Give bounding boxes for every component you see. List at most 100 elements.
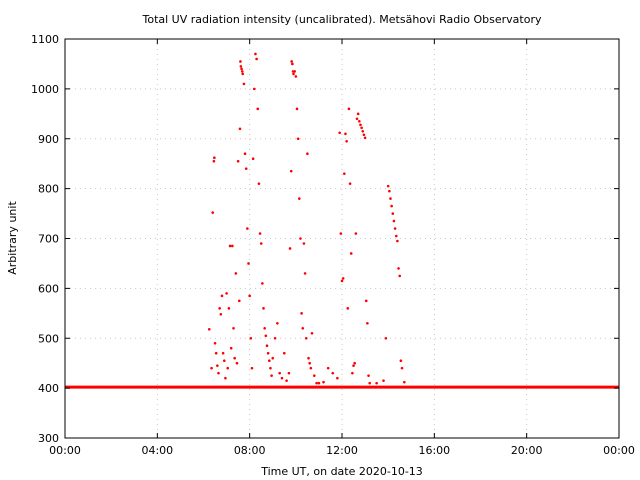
- data-point: [251, 157, 255, 160]
- data-point: [356, 112, 360, 116]
- data-point: [393, 227, 397, 230]
- data-point: [396, 239, 399, 243]
- data-point: [300, 312, 303, 315]
- data-point: [388, 189, 391, 193]
- data-point: [302, 242, 306, 245]
- data-point: [303, 272, 307, 275]
- data-point: [295, 107, 299, 111]
- data-point: [290, 60, 293, 63]
- data-point: [254, 52, 257, 56]
- data-point: [239, 60, 242, 63]
- data-point: [236, 159, 240, 163]
- data-point: [247, 262, 250, 265]
- data-point: [210, 366, 213, 370]
- x-axis-label: Time UT, on date 2020-10-13: [260, 465, 423, 478]
- x-tick-label: 08:00: [234, 444, 266, 457]
- data-point: [207, 327, 211, 331]
- data-point: [351, 371, 354, 375]
- data-point: [322, 380, 325, 384]
- data-point: [263, 326, 266, 330]
- data-point: [354, 232, 358, 235]
- y-tick-label: 400: [38, 382, 59, 395]
- data-point: [403, 380, 406, 384]
- data-point: [307, 356, 310, 360]
- data-point: [326, 366, 330, 370]
- data-point: [259, 242, 263, 245]
- data-point: [339, 232, 343, 235]
- data-point: [273, 336, 277, 340]
- data-point: [296, 137, 300, 141]
- data-point: [213, 156, 216, 160]
- data-point: [358, 119, 361, 123]
- data-point: [382, 379, 385, 382]
- data-point: [250, 366, 254, 370]
- data-point: [299, 237, 302, 240]
- data-point: [294, 75, 298, 78]
- data-point: [313, 374, 316, 377]
- data-point: [265, 344, 269, 348]
- data-point: [261, 282, 264, 285]
- data-point: [248, 294, 251, 298]
- data-point: [386, 184, 390, 188]
- data-point: [234, 272, 238, 275]
- data-point: [338, 131, 341, 135]
- data-point: [315, 381, 318, 385]
- data-point: [336, 376, 339, 380]
- scatter-points: [207, 52, 406, 385]
- data-point: [216, 364, 219, 367]
- data-point: [398, 274, 402, 278]
- data-point: [301, 326, 305, 330]
- grid-lines: [65, 39, 619, 438]
- x-tick-label: 04:00: [141, 444, 173, 457]
- data-point: [252, 87, 256, 91]
- data-point: [287, 371, 291, 375]
- data-point: [255, 57, 258, 61]
- data-point: [359, 123, 362, 127]
- y-tick-label: 700: [38, 233, 59, 246]
- data-point: [227, 307, 231, 310]
- data-point: [239, 65, 243, 68]
- data-point: [346, 307, 350, 310]
- data-point: [288, 247, 292, 250]
- y-axis-ticks: 300 400 500 600 700 800 900 1000 1100: [31, 33, 619, 445]
- data-point: [264, 334, 268, 338]
- data-point: [242, 82, 246, 86]
- data-point: [222, 359, 226, 362]
- data-point: [304, 336, 308, 340]
- data-point: [220, 294, 224, 298]
- x-tick-label: 16:00: [418, 444, 450, 457]
- data-point: [232, 326, 235, 330]
- data-point: [258, 232, 262, 235]
- data-point: [221, 351, 225, 355]
- data-point: [366, 321, 369, 325]
- data-point: [278, 371, 281, 375]
- data-point: [297, 197, 301, 200]
- data-point: [224, 376, 227, 380]
- data-point: [285, 379, 288, 382]
- y-tick-label: 500: [38, 332, 59, 345]
- data-point: [391, 212, 395, 215]
- y-tick-label: 800: [38, 183, 59, 196]
- data-point: [212, 159, 216, 163]
- data-point: [347, 107, 351, 111]
- data-point: [340, 279, 344, 283]
- data-point: [289, 169, 293, 173]
- data-point: [282, 351, 286, 355]
- data-point: [218, 307, 221, 310]
- data-point: [240, 70, 244, 73]
- data-point: [225, 292, 228, 295]
- data-point: [246, 227, 249, 230]
- x-tick-label: 20:00: [511, 444, 543, 457]
- data-point: [229, 346, 233, 350]
- data-point: [400, 366, 404, 370]
- data-point: [343, 172, 346, 175]
- data-point: [389, 197, 392, 200]
- data-point: [348, 182, 352, 185]
- y-tick-label: 1000: [31, 83, 59, 96]
- data-point: [240, 67, 243, 71]
- data-point: [390, 204, 393, 208]
- data-point: [214, 351, 218, 355]
- data-point: [317, 381, 321, 385]
- data-point: [397, 267, 400, 270]
